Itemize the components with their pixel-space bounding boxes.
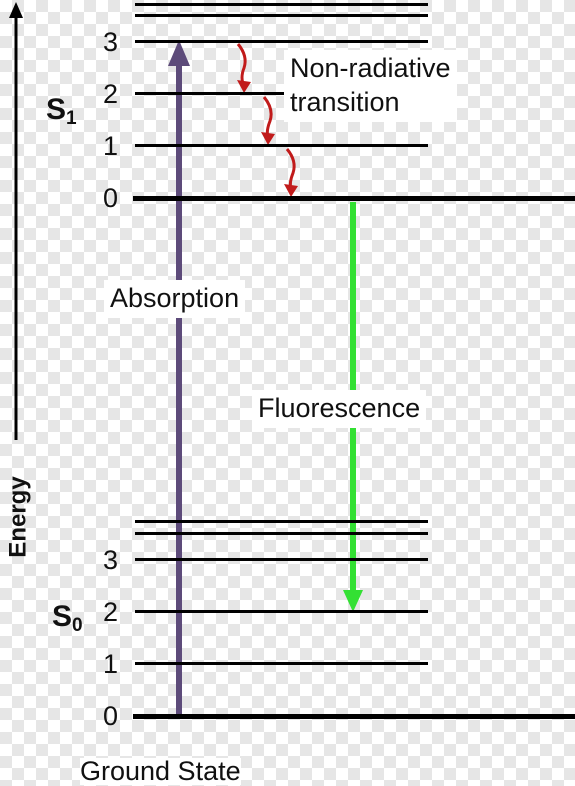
s0-level-1 <box>135 662 428 665</box>
s0-top-level-b <box>135 532 428 535</box>
s1-state-subscript: 1 <box>66 108 77 129</box>
nonradiative-label-line1: Non-radiative <box>290 53 451 83</box>
s1-top-level-b <box>135 14 428 17</box>
energy-axis-arrow <box>9 2 23 440</box>
nonradiative-label-line2: transition <box>290 86 400 117</box>
energy-axis-label: Energy <box>4 476 32 558</box>
s0-top-level-a <box>135 520 428 523</box>
s1-level-3-number: 3 <box>102 27 118 57</box>
s0-level-2-number: 2 <box>102 597 118 627</box>
s0-state-subscript: 0 <box>72 615 83 636</box>
s0-state-label: S0 <box>52 600 83 636</box>
nonradiative-label: Non-radiative transition <box>284 50 457 122</box>
s0-level-1-number: 1 <box>102 649 118 679</box>
s0-level-3-number: 3 <box>102 545 118 575</box>
fluorescence-label: Fluorescence <box>252 390 427 428</box>
s1-top-level-a <box>135 3 428 6</box>
nonradiative-arrow-2 <box>261 96 275 145</box>
s1-level-3 <box>135 40 428 43</box>
s1-level-1 <box>135 144 428 147</box>
s1-state-label: S1 <box>46 93 77 129</box>
s0-level-0 <box>133 714 575 719</box>
s1-state-main: S <box>46 93 67 126</box>
nonradiative-arrow-3 <box>284 148 298 197</box>
nonradiative-arrow-1 <box>236 43 251 93</box>
s0-level-3 <box>135 558 428 561</box>
s0-level-0-number: 0 <box>102 701 118 731</box>
s0-state-main: S <box>52 600 73 633</box>
s1-level-2-number: 2 <box>102 79 118 109</box>
s1-level-0-number: 0 <box>102 183 118 213</box>
absorption-label: Absorption <box>104 280 246 318</box>
s1-level-1-number: 1 <box>102 131 118 161</box>
s1-level-0 <box>133 196 575 201</box>
s1-level-2 <box>135 92 428 95</box>
ground-state-label: Ground State <box>80 756 241 786</box>
absorption-arrow <box>168 40 190 716</box>
s0-level-2 <box>135 610 428 613</box>
